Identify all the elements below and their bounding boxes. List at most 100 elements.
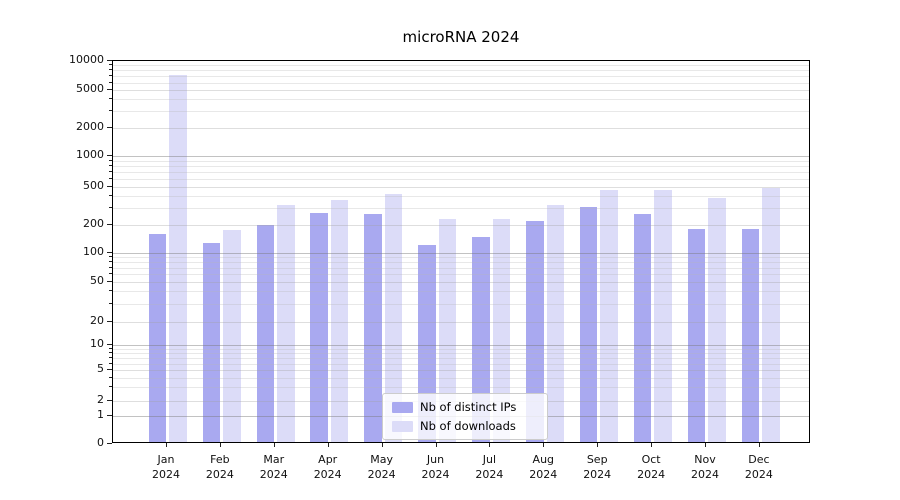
y-tick-mark [107, 251, 112, 253]
x-tick-label-sep: Sep 2024 [583, 453, 612, 481]
y-tick-label-5000: 5000 [76, 82, 104, 96]
x-tick-mark [543, 443, 545, 447]
bar-downloads-jun [438, 218, 457, 442]
y-minor-tick-mark [109, 110, 112, 112]
y-tick-label-0: 0 [97, 436, 104, 449]
x-tick-mark [381, 443, 383, 447]
y-minor-tick-mark [109, 376, 112, 378]
y-minor-tick-mark [109, 357, 112, 359]
x-tick-label-nov: Nov 2024 [691, 453, 719, 481]
bar-distinct-ips-dec [741, 229, 760, 442]
y-tick-mark [107, 344, 112, 346]
y-tick-mark [107, 155, 112, 157]
y-tick-mark [107, 415, 112, 416]
y-minor-tick-mark [109, 98, 112, 100]
bars-layer [113, 61, 809, 442]
x-tick-label-mar: Mar 2024 [259, 453, 288, 481]
x-tick-label-apr: Apr 2024 [313, 453, 342, 481]
y-minor-tick-mark [109, 266, 112, 268]
legend-item-distinct-ips: Nb of distinct IPs [392, 400, 538, 414]
y-minor-tick-mark [109, 194, 112, 196]
y-tick-label-1: 1 [97, 408, 104, 421]
x-tick-mark [705, 443, 706, 447]
y-tick-mark [107, 60, 112, 61]
bar-distinct-ips-sep [579, 207, 598, 442]
y-tick-mark [107, 369, 112, 371]
x-tick-mark [166, 443, 167, 447]
bar-downloads-sep [600, 190, 618, 442]
y-tick-mark [107, 280, 112, 282]
y-tick-label-2000: 2000 [76, 120, 104, 133]
x-tick-mark [219, 443, 221, 447]
x-tick-label-jul: Jul 2024 [475, 453, 504, 481]
y-tick-label-50: 50 [90, 273, 104, 287]
x-tick-mark [489, 443, 491, 447]
x-tick-label-dec: Dec 2024 [744, 453, 773, 481]
y-tick-label-10000: 10000 [69, 53, 104, 66]
y-tick-label-10: 10 [90, 337, 104, 351]
y-tick-label-500: 500 [83, 178, 104, 192]
x-tick-label-jan: Jan 2024 [152, 453, 180, 481]
y-minor-tick-mark [109, 386, 112, 388]
bar-downloads-dec [762, 187, 780, 442]
y-minor-tick-mark [109, 170, 112, 172]
y-minor-tick-mark [109, 69, 112, 71]
y-minor-tick-mark [109, 348, 112, 350]
bar-distinct-ips-may [364, 214, 382, 442]
x-tick-mark [597, 443, 599, 447]
y-minor-tick-mark [109, 206, 112, 208]
bar-downloads-mar [277, 204, 295, 442]
x-tick-mark [435, 443, 437, 447]
legend-swatch-downloads [392, 420, 413, 432]
bar-distinct-ips-jun [418, 245, 436, 442]
bar-downloads-oct [654, 189, 672, 442]
bar-downloads-aug [546, 204, 565, 442]
y-minor-tick-mark [109, 256, 112, 258]
x-tick-mark [651, 443, 653, 447]
y-minor-tick-mark [109, 75, 112, 77]
bar-distinct-ips-apr [310, 213, 328, 442]
y-minor-tick-mark [109, 261, 112, 263]
legend-swatch-distinct-ips [392, 401, 413, 413]
x-tick-mark [273, 443, 275, 447]
bar-distinct-ips-aug [526, 220, 544, 442]
y-tick-label-5: 5 [97, 362, 104, 376]
y-tick-mark [107, 223, 112, 225]
x-tick-mark [758, 443, 760, 447]
bar-downloads-jan [169, 75, 187, 442]
y-minor-tick-mark [109, 64, 112, 66]
bar-downloads-nov [708, 197, 726, 442]
x-tick-label-oct: Oct 2024 [637, 453, 666, 481]
x-tick-label-jun: Jun 2024 [421, 453, 450, 481]
y-tick-mark [107, 320, 112, 322]
y-tick-mark [107, 89, 112, 91]
bar-distinct-ips-feb [202, 243, 221, 442]
y-tick-label-20: 20 [90, 313, 104, 327]
y-tick-mark [107, 443, 112, 444]
x-tick-label-aug: Aug 2024 [529, 453, 558, 481]
bar-downloads-feb [223, 230, 241, 442]
y-tick-label-2: 2 [97, 393, 104, 406]
y-tick-label-200: 200 [83, 216, 104, 230]
legend-item-downloads: Nb of downloads [392, 419, 538, 433]
y-minor-tick-mark [109, 165, 112, 167]
legend: Nb of distinct IPs Nb of downloads [382, 393, 548, 440]
y-minor-tick-mark [109, 352, 112, 354]
bar-downloads-jul [492, 218, 511, 442]
y-minor-tick-mark [109, 273, 112, 275]
y-minor-tick-mark [109, 302, 112, 304]
y-tick-label-100: 100 [83, 244, 104, 258]
bar-distinct-ips-jul [472, 237, 490, 442]
bar-distinct-ips-oct [633, 214, 652, 442]
bar-downloads-may [384, 193, 403, 442]
y-minor-tick-mark [109, 362, 112, 364]
x-tick-label-may: May 2024 [367, 453, 396, 481]
y-minor-tick-mark [109, 177, 112, 179]
y-tick-label-1000: 1000 [76, 148, 104, 162]
bar-distinct-ips-nov [687, 229, 706, 442]
legend-label-downloads: Nb of downloads [420, 419, 516, 433]
x-tick-mark [327, 443, 329, 447]
